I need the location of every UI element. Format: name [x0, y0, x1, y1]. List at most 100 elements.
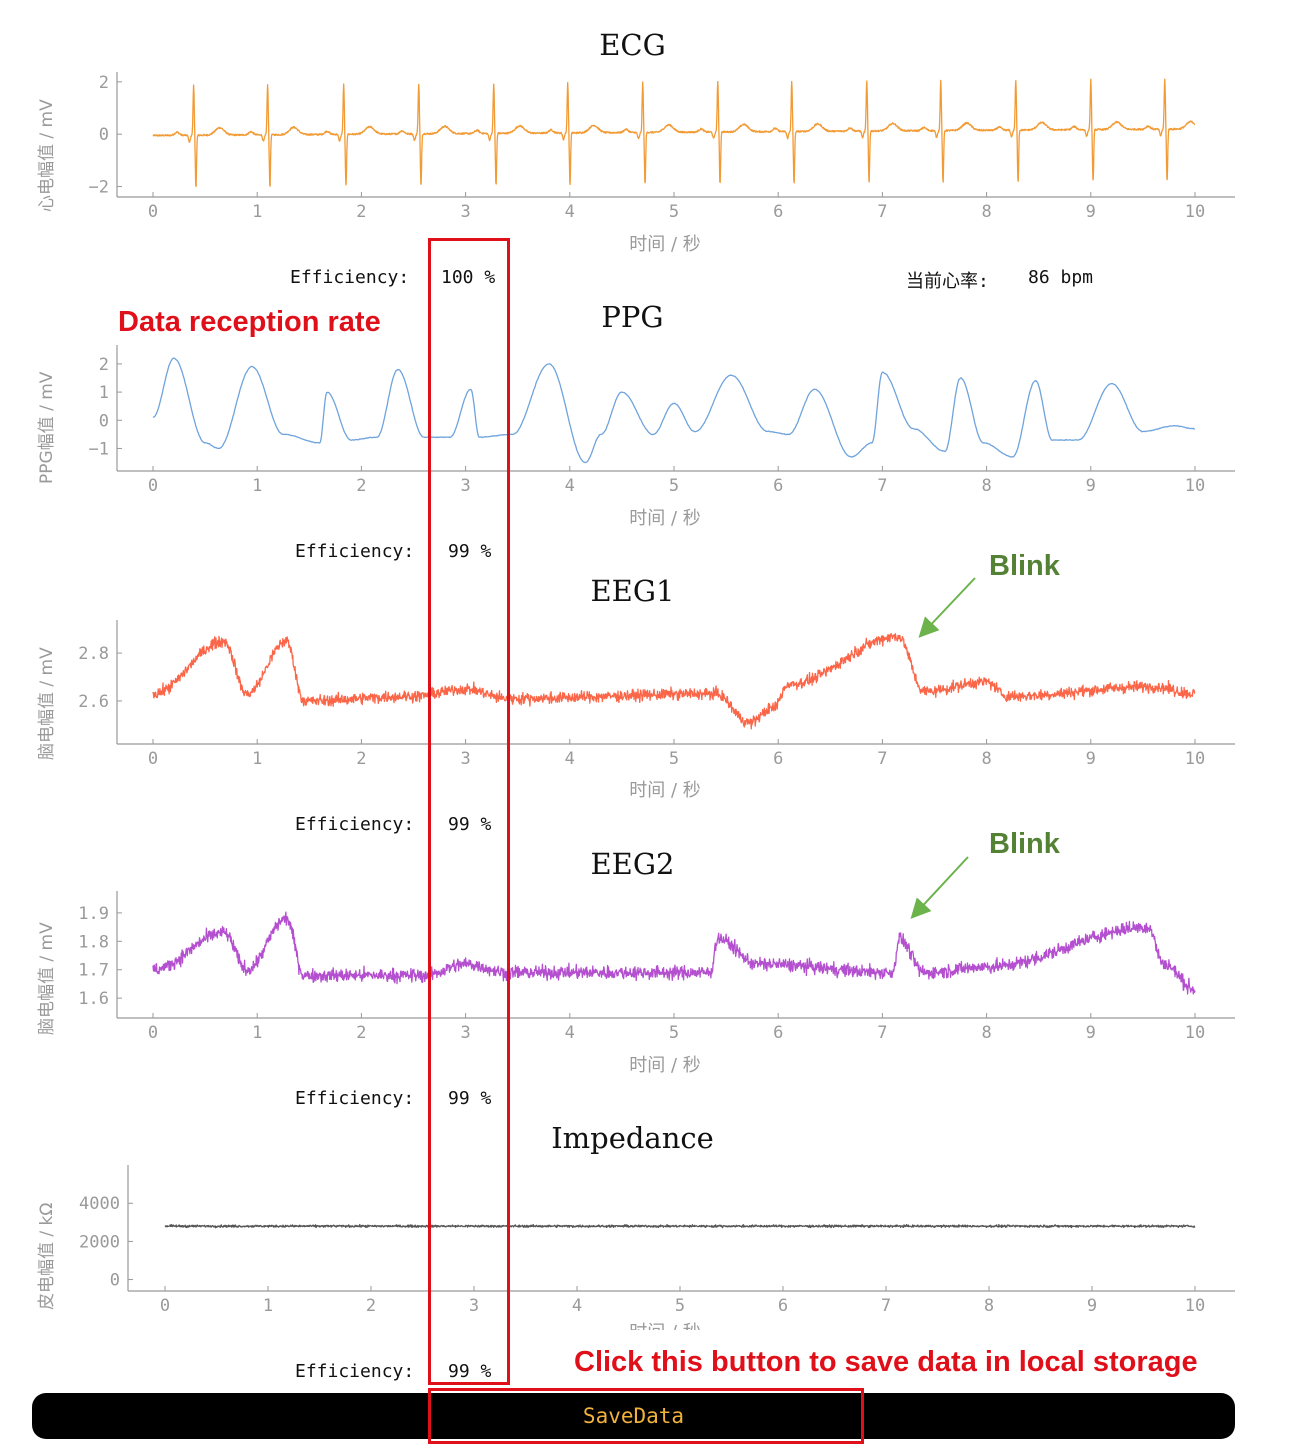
ppg-efficiency-value: 99 % — [448, 541, 492, 562]
eeg2-x-tick-label: 5 — [669, 1023, 679, 1043]
impedance-x-tick-label: 2 — [366, 1296, 376, 1316]
ppg-series-line — [152, 357, 1196, 464]
impedance-y-tick-label: 2000 — [79, 1232, 120, 1252]
impedance-x-tick-label: 8 — [984, 1296, 994, 1316]
heart-rate-label: 当前心率: — [906, 271, 989, 292]
ecg-y-tick-label: 2 — [99, 73, 109, 93]
ppg-y-tick-label: −1 — [89, 439, 109, 459]
eeg1-x-tick-label: 3 — [460, 749, 470, 769]
heart-rate-value: 86 bpm — [1028, 267, 1094, 288]
ppg-x-tick-label: 4 — [565, 476, 575, 496]
ecg-x-tick-label: 8 — [981, 202, 991, 222]
ecg-x-tick-label: 6 — [773, 202, 783, 222]
ppg-y-tick-label: 0 — [99, 411, 109, 431]
impedance-xlabel: 时间 / 秒 — [0, 1318, 1300, 1330]
blink-annotation-1: Blink — [989, 550, 1060, 582]
impedance-x-tick-label: 6 — [778, 1296, 788, 1316]
eeg2-x-tick-label: 0 — [148, 1023, 158, 1043]
ppg-x-tick-label: 7 — [877, 476, 887, 496]
eeg1-x-tick-label: 6 — [773, 749, 783, 769]
eeg1-y-tick-label: 2.6 — [78, 692, 109, 712]
blink-annotation-2: Blink — [989, 828, 1060, 860]
ecg-y-tick-label: 0 — [99, 125, 109, 145]
eeg1-x-tick-label: 8 — [981, 749, 991, 769]
ecg-x-tick-label: 2 — [356, 202, 366, 222]
eeg2-x-tick-label: 10 — [1185, 1023, 1205, 1043]
eeg2-efficiency-label: Efficiency: — [295, 1088, 415, 1109]
impedance-x-tick-label: 4 — [572, 1296, 582, 1316]
eeg2-title: EEG2 — [590, 847, 675, 881]
eeg1-x-tick-label: 9 — [1086, 749, 1096, 769]
ppg-x-tick-label: 6 — [773, 476, 783, 496]
ppg-x-tick-label: 0 — [148, 476, 158, 496]
eeg1-panel: EEG1 脑电幅值 / mV 0 1 2 3 4 5 6 7 8 9 10 2.8 2.6 时间 / 秒… — [37, 574, 1235, 835]
eeg1-title: EEG1 — [590, 574, 675, 608]
ecg-series-line — [152, 78, 1196, 188]
ecg-x-tick-label: 7 — [877, 202, 887, 222]
ppg-xlabel: 时间 / 秒 — [629, 508, 701, 529]
ppg-x-tick-label: 1 — [252, 476, 262, 496]
eeg2-x-tick-label: 6 — [773, 1023, 783, 1043]
save-data-label: SaveData — [582, 1404, 685, 1428]
eeg1-x-tick-label: 7 — [877, 749, 887, 769]
eeg1-efficiency-label: Efficiency: — [295, 814, 415, 835]
reception-rate-highlight-box — [428, 238, 510, 1385]
ecg-x-tick-label: 5 — [669, 202, 679, 222]
impedance-x-tick-label: 10 — [1185, 1296, 1205, 1316]
eeg1-x-tick-label: 4 — [565, 749, 575, 769]
eeg2-y-tick-label: 1.6 — [78, 989, 109, 1009]
impedance-x-tick-label: 5 — [675, 1296, 685, 1316]
ppg-x-tick-label: 9 — [1086, 476, 1096, 496]
ecg-x-tick-label: 0 — [148, 202, 158, 222]
ecg-x-tick-label: 4 — [565, 202, 575, 222]
eeg1-x-tick-label: 1 — [252, 749, 262, 769]
ppg-x-tick-label: 10 — [1185, 476, 1205, 496]
impedance-efficiency-label: Efficiency: — [295, 1361, 415, 1382]
ecg-x-tick-label: 9 — [1086, 202, 1096, 222]
impedance-x-tick-label: 7 — [881, 1296, 891, 1316]
impedance-plot: 0 1 2 3 4 5 6 7 8 9 10 4000 2000 0 — [79, 1165, 1235, 1316]
ppg-panel: PPG PPG幅值 / mV 0 1 2 3 4 5 6 7 8 9 10 2 1 0 −1 时间 / 秒 … — [0, 0, 1300, 580]
eeg2-efficiency-value: 99 % — [448, 1088, 492, 1109]
eeg1-xlabel: 时间 / 秒 — [629, 780, 701, 801]
eeg2-x-tick-label: 9 — [1086, 1023, 1096, 1043]
eeg2-x-tick-label: 4 — [565, 1023, 575, 1043]
impedance-efficiency-value: 99 % — [448, 1361, 492, 1382]
eeg2-x-tick-label: 1 — [252, 1023, 262, 1043]
eeg2-x-tick-label: 7 — [877, 1023, 887, 1043]
reception-rate-annotation: Data reception rate — [118, 306, 381, 338]
impedance-panel: Impedance 皮电幅值 / kΩ 0 1 2 3 4 5 6 7 8 9 10 4000 2000… — [0, 1121, 1300, 1382]
ecg-efficiency-label: Efficiency: — [290, 267, 410, 288]
ppg-efficiency-label: Efficiency: — [295, 541, 415, 562]
eeg1-plot: 0 1 2 3 4 5 6 7 8 9 10 2.8 2.6 — [78, 620, 1235, 769]
ecg-xlabel: 时间 / 秒 — [629, 234, 701, 255]
eeg2-y-tick-label: 1.9 — [78, 904, 109, 924]
eeg2-x-tick-label: 3 — [460, 1023, 470, 1043]
impedance-series-line — [164, 1223, 1196, 1229]
impedance-title: Impedance — [551, 1121, 714, 1155]
eeg2-x-tick-label: 2 — [356, 1023, 366, 1043]
eeg1-y-tick-label: 2.8 — [78, 644, 109, 664]
eeg1-x-tick-label: 0 — [148, 749, 158, 769]
ecg-x-tick-label: 1 — [252, 202, 262, 222]
impedance-x-tick-label: 0 — [160, 1296, 170, 1316]
impedance-x-tick-label: 1 — [263, 1296, 273, 1316]
eeg2-plot: 0 1 2 3 4 5 6 7 8 9 10 1.9 1.8 1.7 1.6 — [78, 891, 1235, 1043]
ecg-title: ECG — [599, 28, 666, 62]
ppg-x-tick-label: 2 — [356, 476, 366, 496]
ecg-plot: 0 1 2 3 4 5 6 7 8 9 10 2 0 −2 — [89, 72, 1235, 222]
eeg2-xlabel: 时间 / 秒 — [629, 1055, 701, 1076]
save-data-button[interactable]: SaveData — [32, 1393, 1235, 1439]
ecg-panel: ECG 心电幅值 / mV 0 1 2 3 4 5 6 7 8 9 10 2 0 −2 时间 / 秒 Ef… — [0, 0, 1300, 300]
eeg2-y-tick-label: 1.7 — [78, 961, 109, 981]
save-hint-annotation: Click this button to save data in local … — [574, 1346, 1198, 1378]
ppg-title: PPG — [601, 300, 664, 334]
ecg-y-tick-label: −2 — [89, 178, 109, 198]
impedance-y-tick-label: 0 — [110, 1271, 120, 1291]
ecg-efficiency-value: 100 % — [441, 267, 496, 288]
ecg-x-tick-label: 3 — [460, 202, 470, 222]
ppg-x-tick-label: 8 — [981, 476, 991, 496]
eeg1-x-tick-label: 10 — [1185, 749, 1205, 769]
ppg-y-tick-label: 1 — [99, 383, 109, 403]
